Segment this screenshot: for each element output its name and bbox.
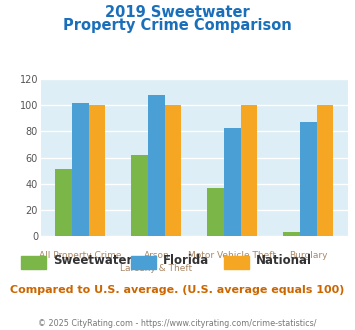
Bar [89,105,105,236]
Text: National: National [256,254,312,267]
Bar [224,127,241,236]
Bar [317,105,333,236]
Text: Florida: Florida [163,254,209,267]
Text: Property Crime Comparison: Property Crime Comparison [63,18,292,33]
Text: Compared to U.S. average. (U.S. average equals 100): Compared to U.S. average. (U.S. average … [10,285,345,295]
Text: 2019 Sweetwater: 2019 Sweetwater [105,5,250,20]
Bar [55,169,72,236]
Bar [165,105,181,236]
Bar [148,95,165,236]
Bar [131,155,148,236]
Text: Motor Vehicle Theft: Motor Vehicle Theft [189,251,276,260]
Text: © 2025 CityRating.com - https://www.cityrating.com/crime-statistics/: © 2025 CityRating.com - https://www.city… [38,319,317,328]
Text: Burglary: Burglary [289,251,328,260]
Text: All Property Crime: All Property Crime [39,251,122,260]
Bar [283,232,300,236]
Text: Sweetwater: Sweetwater [53,254,133,267]
Text: Arson: Arson [143,251,169,260]
Bar [207,188,224,236]
Bar [300,122,317,236]
Bar [72,103,89,236]
Bar [241,105,257,236]
Text: Larceny & Theft: Larceny & Theft [120,264,192,273]
